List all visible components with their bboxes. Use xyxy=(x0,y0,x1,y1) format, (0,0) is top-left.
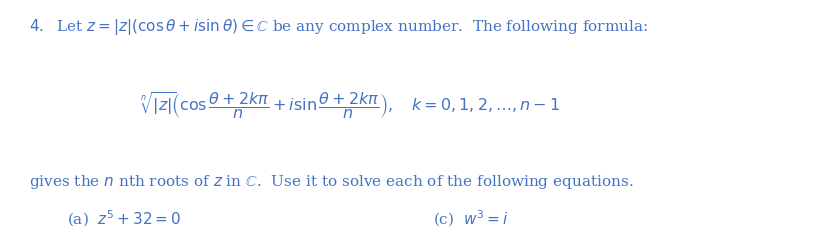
Text: $\sqrt[n]{|z|}\!\left(\cos\dfrac{\theta+2k\pi}{n} + i\sin\dfrac{\theta+2k\pi}{n}: $\sqrt[n]{|z|}\!\left(\cos\dfrac{\theta+… xyxy=(140,91,560,121)
Text: gives the $n$ nth roots of $z$ in $\mathbb{C}$.  Use it to solve each of the fol: gives the $n$ nth roots of $z$ in $\math… xyxy=(29,173,634,191)
Text: (c)  $w^3 = i$: (c) $w^3 = i$ xyxy=(433,209,509,229)
Text: (a)  $z^5 + 32 = 0$: (a) $z^5 + 32 = 0$ xyxy=(67,209,181,229)
Text: $4.$  Let $z = |z|(\cos\theta + i\sin\theta) \in \mathbb{C}$ be any complex numb: $4.$ Let $z = |z|(\cos\theta + i\sin\the… xyxy=(29,17,648,37)
